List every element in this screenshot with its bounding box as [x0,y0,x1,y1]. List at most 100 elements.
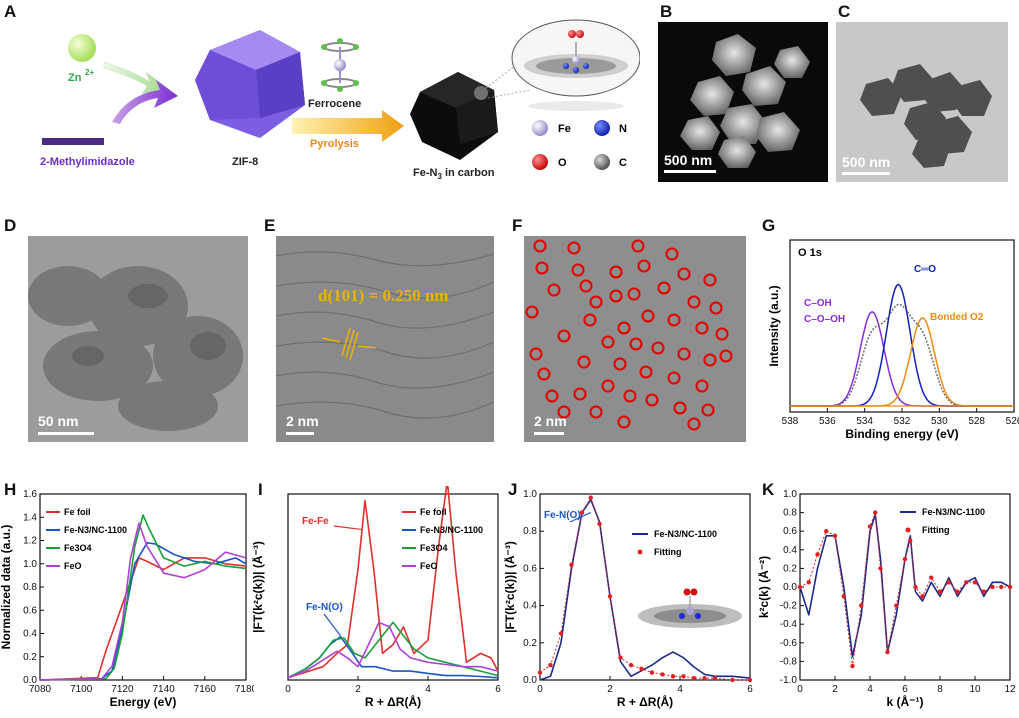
single-atom-marker [719,349,733,363]
single-atom-marker [579,279,593,293]
single-atom-marker [609,265,623,279]
fit-point [588,495,593,500]
single-atom-marker [695,379,709,393]
y-tick-label: 0.6 [783,526,797,537]
annotation-bonded-o2: Bonded O2 [930,312,984,323]
y-tick-label: 0.8 [783,508,797,519]
legend-entry: Fe-N3/NC-1100 [420,525,483,535]
single-atom-marker [571,263,585,277]
x-tick-label: 6 [747,684,753,695]
x-tick-label: 4 [425,684,431,695]
single-atom-marker [583,313,597,327]
n-atom-icon [594,120,610,136]
o-atom-icon [532,154,548,170]
single-atom-marker [667,313,681,327]
x-tick-label: 6 [902,684,908,695]
y-tick-label: 0.6 [523,563,537,574]
y-tick-label: 0.2 [783,563,797,574]
x-tick-label: 534 [856,416,873,427]
single-atom-marker [617,415,631,429]
fit-point [660,672,665,677]
legend-entry: Fitting [922,525,950,535]
single-atom-marker [631,239,645,253]
legend-entry: Fe foil [64,507,91,517]
x-tick-label: 7160 [194,684,217,695]
single-atom-marker [667,371,681,385]
single-atom-marker [627,287,641,301]
pyrolysis-label: Pyrolysis [310,138,359,150]
annotation-c-double-o: C═O [914,264,936,275]
panel-label-i: I [258,480,263,499]
single-atom-marker [557,329,571,343]
single-atom-marker [613,357,627,371]
series-line-fitting [539,496,750,681]
peak-component [790,310,1013,407]
x-tick-label: 532 [894,416,911,427]
fe-n3-site-inset-icon [511,19,640,111]
x-tick-label: 536 [819,416,836,427]
fit-point [712,675,718,681]
panel-label-k: K [762,480,775,499]
legend-entry: Fe3O4 [64,543,92,553]
x-tick-label: 0 [537,684,543,695]
series-line [287,486,499,679]
panel-label-h: H [4,480,17,499]
legend-swatch [637,549,643,555]
panel-label-c: C [838,2,851,21]
single-atom-marker [695,321,709,335]
y-tick-label: -0.2 [780,601,798,612]
x-tick-label: 6 [495,684,501,695]
single-atom-marker [529,347,543,361]
scale-label-f: 2 nm [534,413,567,429]
single-atom-marker [645,393,659,407]
panel-label-b: B [660,2,673,21]
scale-label-c: 500 nm [842,154,891,170]
linker-label: 2-Methylimidazole [40,156,135,168]
x-tick-label: 538 [782,416,799,427]
x-tick-label: 8 [937,684,943,695]
fit-point [558,631,564,636]
annotation-arrow [333,525,362,531]
scale-label-e: 2 nm [286,413,319,429]
exafs-fit-k-chart: 0 2 4 6 8 10 12 -1.0 -0.8 -0.6 -0.4 -0.2 0.0 0.2 0.4 0.… [758,489,1016,709]
haadf-stem-image: 500 nm [658,22,828,182]
y-axis-label: Intensity (a.u.) [767,285,781,366]
y-tick-label: 0.4 [523,601,537,612]
x-tick-label: 7120 [111,684,134,695]
ferrocene-molecule-icon [321,38,359,92]
y-tick-label: 0.4 [23,629,37,640]
fit-point [908,538,913,543]
legend-entry: Fe-N3/NC-1100 [64,525,127,535]
fe-atom-icon [532,120,548,136]
single-atom-marker [547,283,561,297]
x-tick-label: 10 [969,684,981,695]
x-tick-label: 0 [797,684,803,695]
y-axis-label: |FT(k²c(k))| (Å⁻³) [504,541,517,633]
x-axis-label: R + ΔR(Å) [365,694,421,709]
x-tick-label: 7100 [70,684,93,695]
single-atom-marker [639,365,653,379]
y-tick-label: 1.4 [23,512,37,523]
x-tick-label: 2 [355,684,361,695]
single-atom-marker [665,247,679,261]
atom-legend: Fe N O C [532,120,627,170]
x-tick-label: 4 [677,684,683,695]
plot-frame [539,493,751,681]
panel-label-f: F [512,216,523,235]
y-tick-label: 0.8 [523,526,537,537]
legend-fe: Fe [558,123,571,135]
x-tick-label: 0 [285,684,291,695]
zn-charge: 2+ [85,68,94,77]
y-tick-label: -0.4 [780,619,798,630]
fit-point [691,675,697,681]
y-axis-label: |FT(k²c(k))| (Å⁻³) [252,541,265,633]
x-axis-label: Binding energy (eV) [845,427,958,441]
y-tick-label: 0.0 [23,675,37,686]
fit-point [815,552,820,557]
single-atom-marker [537,367,551,381]
single-atom-marker [701,403,715,417]
single-atom-marker [545,389,559,403]
y-tick-label: 0.2 [523,638,537,649]
fit-point [902,556,908,562]
